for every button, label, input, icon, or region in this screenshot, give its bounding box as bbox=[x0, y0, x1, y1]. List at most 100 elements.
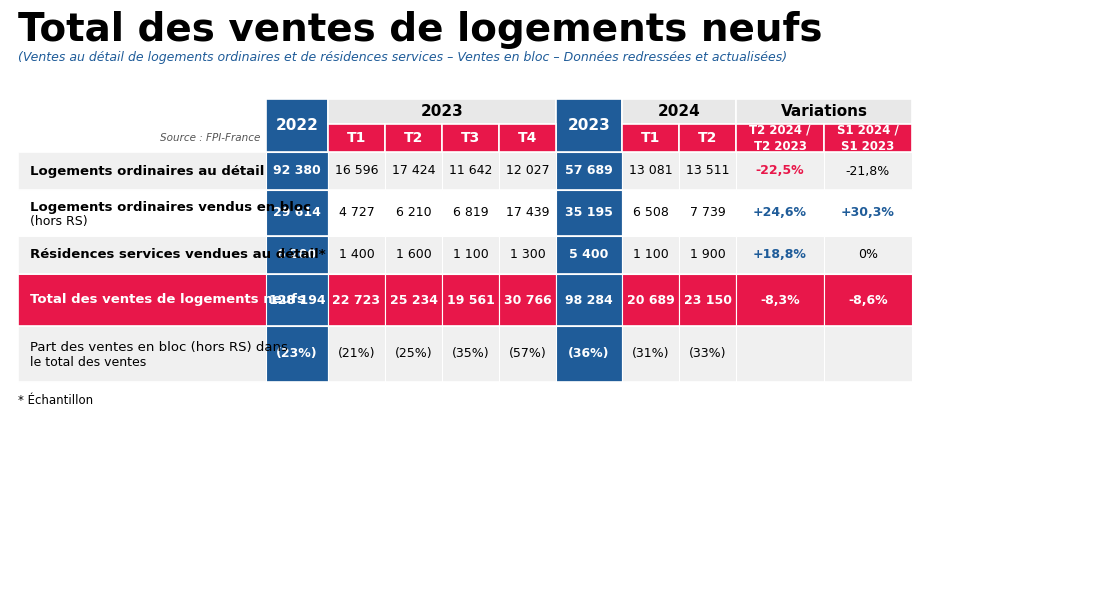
Bar bbox=[622, 124, 678, 152]
Text: 1 100: 1 100 bbox=[453, 249, 488, 262]
Bar bbox=[824, 124, 912, 152]
Bar bbox=[266, 274, 328, 326]
Text: 2022: 2022 bbox=[275, 118, 318, 133]
Text: Variations: Variations bbox=[780, 104, 867, 119]
Bar bbox=[736, 124, 824, 152]
Bar bbox=[499, 326, 556, 382]
Bar bbox=[18, 152, 266, 190]
Bar bbox=[385, 124, 442, 152]
Bar bbox=[824, 326, 912, 382]
Bar bbox=[736, 190, 824, 236]
Text: S1 2024 /
S1 2023: S1 2024 / S1 2023 bbox=[838, 124, 898, 153]
Bar bbox=[328, 152, 385, 190]
Bar bbox=[556, 274, 622, 326]
Bar bbox=[824, 152, 912, 190]
Text: 19 561: 19 561 bbox=[446, 293, 494, 306]
Text: 30 766: 30 766 bbox=[504, 293, 551, 306]
Bar bbox=[622, 236, 678, 274]
Text: +30,3%: +30,3% bbox=[841, 207, 895, 220]
Text: Part des ventes en bloc (hors RS) dans: Part des ventes en bloc (hors RS) dans bbox=[30, 342, 288, 355]
Text: (23%): (23%) bbox=[276, 348, 318, 360]
Bar bbox=[678, 124, 736, 152]
Bar bbox=[678, 190, 736, 236]
Text: T4: T4 bbox=[518, 131, 537, 145]
Text: Total des ventes de logements neufs: Total des ventes de logements neufs bbox=[18, 11, 822, 49]
Bar bbox=[499, 236, 556, 274]
Bar bbox=[678, 326, 736, 382]
Bar bbox=[824, 236, 912, 274]
Bar bbox=[678, 152, 736, 190]
Bar bbox=[266, 152, 328, 190]
Bar bbox=[824, 274, 912, 326]
Text: le total des ventes: le total des ventes bbox=[30, 356, 146, 369]
Bar bbox=[18, 190, 266, 236]
Bar bbox=[736, 99, 912, 124]
Bar bbox=[385, 274, 442, 326]
Bar bbox=[385, 190, 442, 236]
Text: Logements ordinaires au détail: Logements ordinaires au détail bbox=[30, 164, 264, 177]
Bar bbox=[266, 236, 328, 274]
Text: 1 600: 1 600 bbox=[396, 249, 431, 262]
Bar bbox=[499, 152, 556, 190]
Text: 6 508: 6 508 bbox=[632, 207, 669, 220]
Text: T1: T1 bbox=[641, 131, 660, 145]
Text: 17 439: 17 439 bbox=[506, 207, 549, 220]
Text: 6 200: 6 200 bbox=[277, 249, 317, 262]
Text: 12 027: 12 027 bbox=[506, 164, 549, 177]
Text: * Échantillon: * Échantillon bbox=[18, 394, 93, 407]
Bar bbox=[499, 124, 556, 152]
Bar bbox=[556, 152, 622, 190]
Text: 0%: 0% bbox=[857, 249, 878, 262]
Text: -21,8%: -21,8% bbox=[845, 164, 891, 177]
Text: 16 596: 16 596 bbox=[335, 164, 378, 177]
Bar bbox=[736, 236, 824, 274]
Text: (31%): (31%) bbox=[632, 348, 670, 360]
Text: 11 642: 11 642 bbox=[449, 164, 492, 177]
Bar bbox=[556, 236, 622, 274]
Text: 1 300: 1 300 bbox=[509, 249, 546, 262]
Text: 2023: 2023 bbox=[568, 118, 610, 133]
Bar bbox=[622, 274, 678, 326]
Text: T3: T3 bbox=[461, 131, 481, 145]
Bar bbox=[385, 152, 442, 190]
Text: 23 150: 23 150 bbox=[684, 293, 732, 306]
Text: 29 614: 29 614 bbox=[273, 207, 320, 220]
Bar bbox=[499, 274, 556, 326]
Text: Source : FPI-France: Source : FPI-France bbox=[159, 133, 260, 143]
Text: 98 284: 98 284 bbox=[565, 293, 613, 306]
Bar bbox=[622, 326, 678, 382]
Bar bbox=[328, 274, 385, 326]
Bar bbox=[442, 152, 499, 190]
Text: 20 689: 20 689 bbox=[627, 293, 674, 306]
Text: -8,6%: -8,6% bbox=[849, 293, 887, 306]
Bar bbox=[499, 190, 556, 236]
Text: 128 194: 128 194 bbox=[269, 293, 325, 306]
Text: 2023: 2023 bbox=[421, 104, 463, 119]
Bar bbox=[442, 190, 499, 236]
Bar bbox=[442, 124, 499, 152]
Bar bbox=[442, 236, 499, 274]
Bar bbox=[736, 152, 824, 190]
Text: 6 819: 6 819 bbox=[453, 207, 488, 220]
Text: T2: T2 bbox=[403, 131, 423, 145]
Text: Total des ventes de logements neufs: Total des ventes de logements neufs bbox=[30, 293, 305, 306]
Text: 13 511: 13 511 bbox=[686, 164, 729, 177]
Text: Logements ordinaires vendus en bloc: Logements ordinaires vendus en bloc bbox=[30, 200, 311, 213]
Bar bbox=[18, 326, 266, 382]
Bar bbox=[18, 236, 266, 274]
Bar bbox=[678, 274, 736, 326]
Bar bbox=[622, 99, 736, 124]
Text: (Ventes au détail de logements ordinaires et de résidences services – Ventes en : (Ventes au détail de logements ordinaire… bbox=[18, 51, 787, 64]
Text: 35 195: 35 195 bbox=[565, 207, 613, 220]
Text: 4 727: 4 727 bbox=[338, 207, 375, 220]
Text: T1: T1 bbox=[347, 131, 366, 145]
Text: 1 900: 1 900 bbox=[690, 249, 725, 262]
Text: 1 100: 1 100 bbox=[633, 249, 669, 262]
Text: 13 081: 13 081 bbox=[629, 164, 672, 177]
Text: T2 2024 /
T2 2023: T2 2024 / T2 2023 bbox=[749, 124, 811, 153]
Bar bbox=[678, 236, 736, 274]
Bar bbox=[328, 124, 385, 152]
Bar bbox=[824, 190, 912, 236]
Text: 25 234: 25 234 bbox=[389, 293, 438, 306]
Text: (hors RS): (hors RS) bbox=[30, 216, 87, 229]
